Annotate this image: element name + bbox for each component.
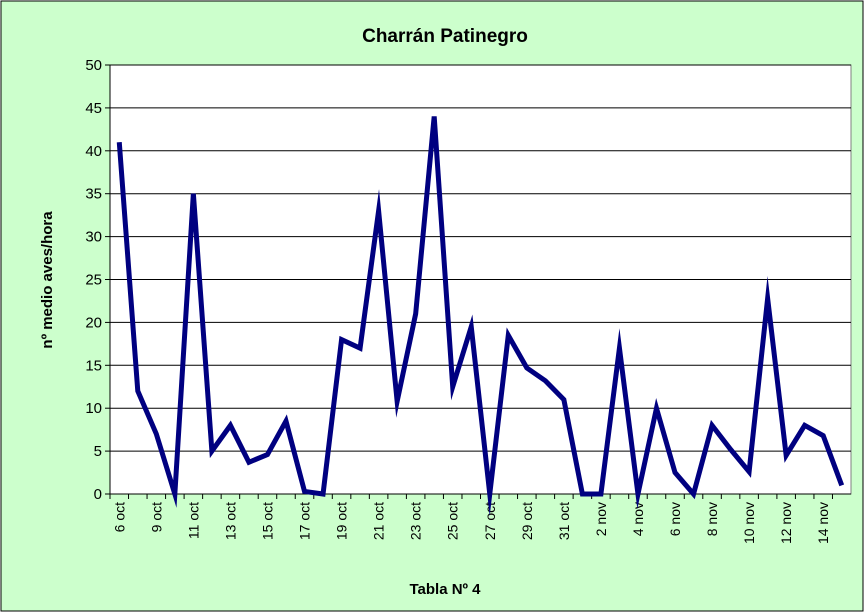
x-tick-label: 27 oct xyxy=(482,502,498,540)
x-tick-label: 31 oct xyxy=(556,502,572,540)
y-tick-label: 10 xyxy=(85,400,102,417)
chart-title: Charrán Patinegro xyxy=(362,26,528,47)
x-tick-label: 13 oct xyxy=(222,502,238,540)
y-tick-label: 20 xyxy=(85,314,102,331)
x-tick-label: 17 oct xyxy=(297,502,313,540)
y-tick-label: 5 xyxy=(94,443,102,460)
y-tick-label: 30 xyxy=(85,229,102,246)
x-tick-label: 15 oct xyxy=(259,502,275,540)
x-tick-label: 8 nov xyxy=(704,502,720,536)
x-tick-label: 25 oct xyxy=(445,502,461,540)
x-tick-label: 23 oct xyxy=(408,502,424,540)
y-tick-label: 15 xyxy=(85,357,102,374)
x-axis-title: Tabla Nº 4 xyxy=(409,581,481,598)
y-tick-label: 35 xyxy=(85,186,102,203)
y-tick-label: 45 xyxy=(85,100,102,117)
x-tick-label: 21 oct xyxy=(371,502,387,540)
y-tick-label: 50 xyxy=(85,57,102,74)
x-tick-label: 29 oct xyxy=(519,502,535,540)
x-tick-label: 11 oct xyxy=(185,502,201,539)
x-tick-label: 12 nov xyxy=(778,502,794,544)
y-tick-label: 25 xyxy=(85,272,102,289)
x-tick-label: 19 oct xyxy=(334,502,350,540)
x-tick-label: 6 oct xyxy=(111,502,127,532)
y-tick-label: 40 xyxy=(85,143,102,160)
x-tick-label: 4 nov xyxy=(630,502,646,536)
y-tick-label: 0 xyxy=(94,486,102,503)
x-tick-label: 14 nov xyxy=(815,502,831,544)
data-line xyxy=(116,116,845,517)
x-tick-label: 6 nov xyxy=(667,502,683,536)
x-tick-label: 2 nov xyxy=(593,502,609,536)
y-axis-title: nº medio aves/hora xyxy=(39,211,56,349)
x-tick-label: 9 oct xyxy=(148,502,164,532)
x-tick-label: 10 nov xyxy=(741,502,757,544)
